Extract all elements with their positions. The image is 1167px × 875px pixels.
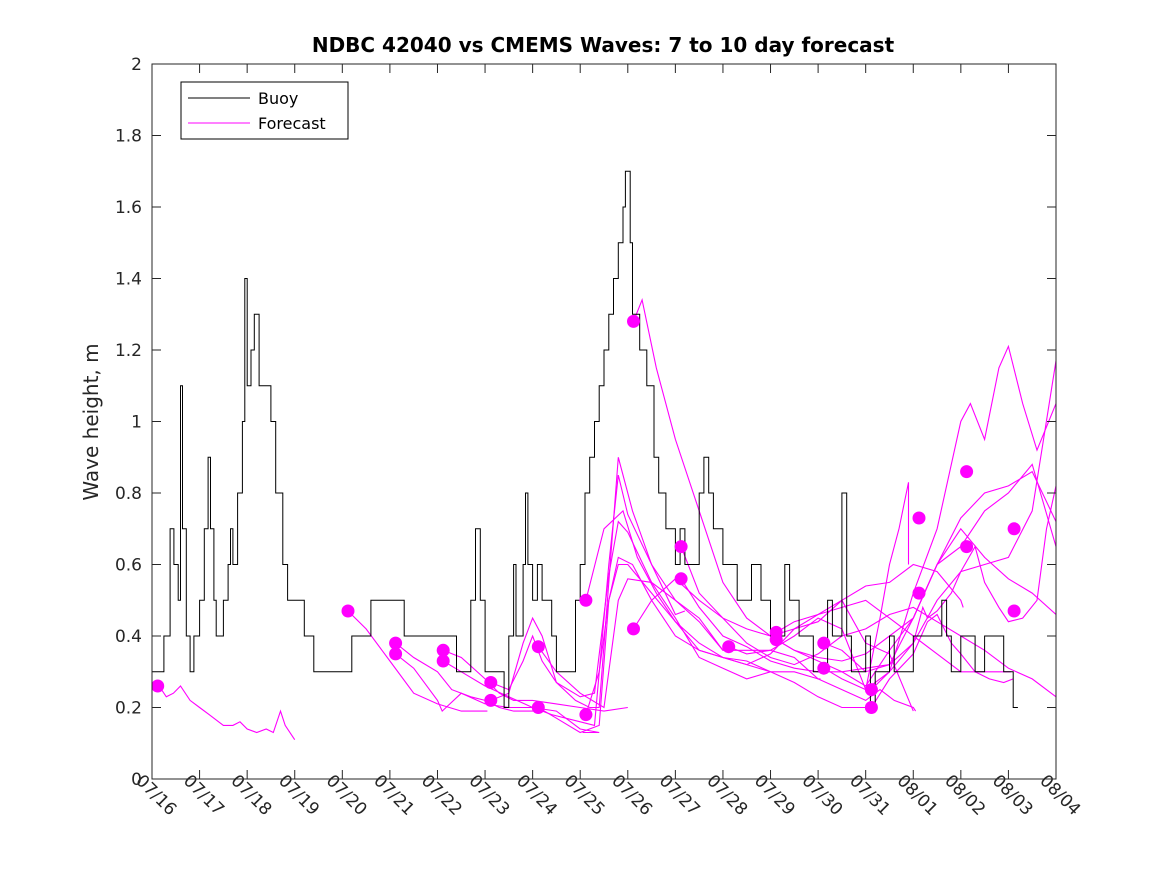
legend-label-buoy: Buoy (258, 89, 298, 108)
forecast-line (823, 344, 1056, 691)
forecast-line (347, 610, 488, 712)
chart-title: NDBC 42040 vs CMEMS Waves: 7 to 10 day f… (312, 33, 895, 57)
legend: Buoy Forecast (180, 81, 349, 140)
y-tick-label: 0 (131, 770, 142, 790)
forecast-init-marker (579, 593, 593, 607)
forecast-init-marker (627, 314, 640, 328)
forecast-init-marker (912, 586, 926, 600)
forecast-init-marker (389, 647, 403, 661)
forecast-init-marker (674, 540, 688, 554)
plot-area (152, 170, 1056, 741)
forecast-line (823, 360, 1056, 673)
forecast-init-marker (817, 661, 831, 675)
forecast-init-marker (436, 643, 450, 657)
forecast-line (775, 463, 1056, 687)
legend-box (180, 81, 349, 140)
forecast-init-marker (484, 676, 498, 689)
y-tick-label: 1.4 (115, 270, 142, 290)
forecast-init-marker (912, 511, 926, 525)
forecast-init-marker (627, 622, 640, 636)
buoy-line (152, 170, 1018, 708)
forecast-line (442, 649, 628, 712)
forecast-init-marker (579, 708, 593, 722)
forecast-init-marker (769, 633, 783, 647)
forecast-line (538, 556, 866, 734)
forecast-init-marker (152, 679, 165, 693)
y-tick-label: 1.6 (115, 198, 142, 218)
forecast-line (395, 642, 535, 712)
y-tick-label: 1 (131, 413, 142, 433)
y-tick-label: 1.8 (115, 127, 142, 147)
forecast-init-marker (864, 683, 878, 697)
y-tick-label: 0.4 (115, 627, 142, 647)
forecast-init-marker (484, 693, 498, 707)
y-tick-label: 0.8 (115, 484, 142, 504)
forecast-init-marker (436, 654, 450, 668)
forecast-line (537, 578, 821, 709)
y-tick-label: 2 (131, 55, 142, 75)
forecast-init-marker (1007, 522, 1021, 536)
y-tick-label: 1.2 (115, 341, 142, 361)
forecast-init-marker (1007, 604, 1021, 618)
forecast-init-marker (817, 636, 831, 650)
forecast-init-marker (864, 701, 878, 714)
forecast-init-marker (960, 465, 974, 479)
forecast-line (152, 685, 296, 741)
forecast-init-marker (674, 572, 688, 586)
forecast-init-marker (341, 604, 355, 618)
forecast-line (585, 563, 964, 715)
y-tick-label: 0.6 (115, 556, 142, 576)
forecast-init-marker (389, 636, 403, 650)
forecast-line (871, 485, 1056, 690)
y-tick-label: 0.2 (115, 699, 142, 719)
legend-label-forecast: Forecast (258, 114, 326, 133)
forecast-init-marker (960, 540, 974, 554)
forecast-init-marker (531, 701, 545, 714)
forecast-line (395, 653, 600, 734)
forecast-line (728, 482, 910, 692)
forecast-init-marker (722, 640, 736, 654)
forecast-line (490, 520, 771, 701)
y-axis-label: Wave height, m (79, 343, 103, 500)
forecast-init-marker (531, 640, 545, 654)
forecast-line (585, 509, 917, 712)
forecast-line (490, 457, 724, 709)
